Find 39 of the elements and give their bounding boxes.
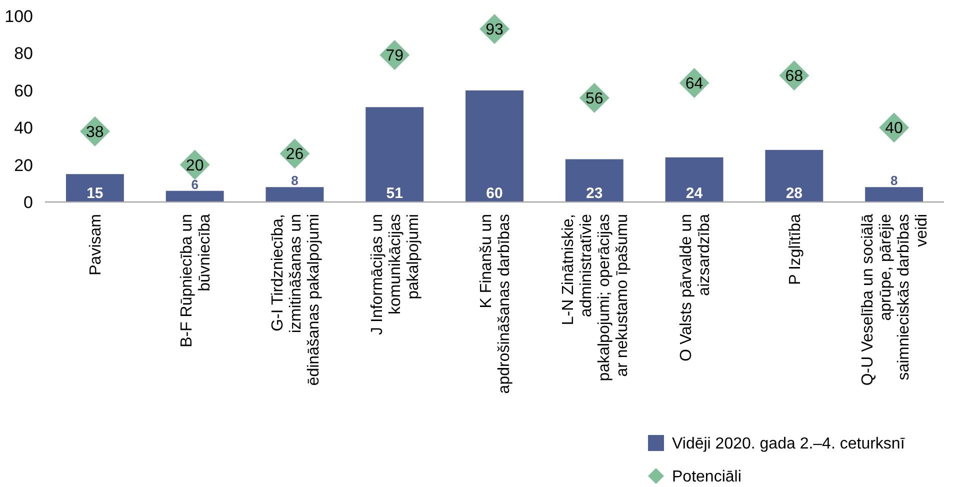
y-tick-label: 0 bbox=[24, 192, 33, 212]
data-label: 38 bbox=[86, 124, 104, 141]
data-label: 60 bbox=[486, 185, 503, 202]
data-label: 93 bbox=[486, 22, 504, 39]
data-label: 26 bbox=[286, 146, 304, 164]
x-tick-label: Q-U Veselība un sociālā aprūpe, pārējie saimnieciskās darbības veidi bbox=[860, 214, 931, 386]
bar bbox=[665, 157, 724, 202]
y-tick-label: 80 bbox=[14, 44, 33, 64]
y-tick-label: 100 bbox=[4, 6, 33, 26]
x-tick-label: B-F Rūpniecība un būvniecība bbox=[178, 214, 214, 348]
data-label: 51 bbox=[386, 185, 403, 202]
data-label: 68 bbox=[785, 68, 804, 86]
bar bbox=[66, 174, 124, 202]
data-label: 8 bbox=[890, 173, 898, 188]
bar bbox=[565, 159, 624, 202]
data-label: 20 bbox=[186, 157, 204, 174]
data-label: 28 bbox=[786, 185, 803, 202]
x-tick-label: Pavisam bbox=[88, 214, 105, 276]
data-label: 23 bbox=[586, 185, 603, 202]
x-tick-label: P Izglītība bbox=[786, 214, 804, 285]
data-label: 56 bbox=[585, 90, 604, 108]
data-label: 64 bbox=[685, 76, 704, 93]
data-label: 6 bbox=[191, 176, 198, 192]
bar bbox=[266, 187, 324, 202]
y-tick-label: 40 bbox=[14, 118, 33, 138]
legend-label: Potenciāli bbox=[672, 468, 742, 486]
data-label: 40 bbox=[885, 120, 904, 138]
bar bbox=[166, 190, 224, 202]
bar bbox=[466, 90, 524, 202]
data-label: 79 bbox=[386, 48, 404, 65]
data-label: 15 bbox=[86, 185, 104, 202]
legend-label: Vidēji 2020. gada 2.–4. ceturksnī bbox=[672, 436, 906, 453]
y-tick-label: 20 bbox=[14, 156, 33, 175]
data-label: 24 bbox=[686, 185, 704, 202]
bar bbox=[366, 107, 424, 202]
bar bbox=[765, 150, 824, 202]
y-tick-label: 60 bbox=[14, 81, 33, 100]
bar bbox=[865, 187, 924, 202]
data-label: 8 bbox=[291, 173, 298, 188]
